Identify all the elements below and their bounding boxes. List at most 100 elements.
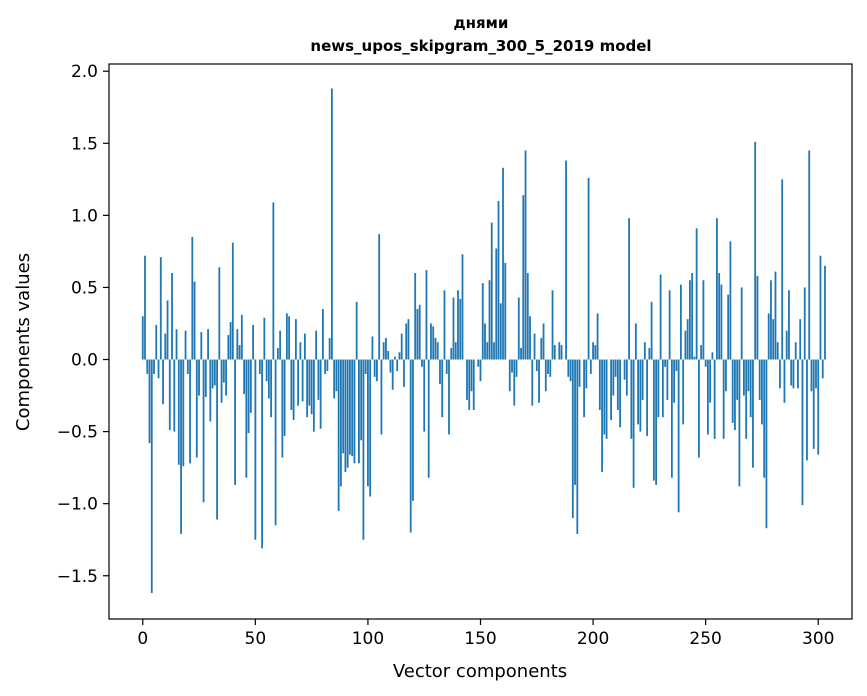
bar-151 [481,283,484,360]
bar-172 [529,316,531,360]
bar-137 [450,347,453,360]
bar-12 [168,359,171,431]
bar-161 [504,262,507,360]
bar-200 [592,342,594,360]
bar-235 [670,359,673,478]
bar-77 [315,330,318,360]
bar-122 [416,309,419,360]
bar-92 [349,359,351,455]
bar-252 [709,359,712,403]
bar-133 [441,359,444,418]
bar-18 [182,359,185,467]
bar-56 [267,359,270,399]
bar-80 [321,309,324,360]
bar-204 [601,359,603,472]
bars-group [141,88,826,594]
bar-169 [522,195,525,360]
x-tick-label-2: 100 [352,629,384,649]
bar-104 [376,359,378,382]
bar-75 [310,359,313,415]
bar-233 [666,359,669,400]
bar-241 [684,330,687,360]
bar-144 [466,359,468,400]
bar-245 [693,356,696,360]
bar-237 [675,359,678,372]
bar-199 [589,359,592,374]
bar-273 [756,275,759,360]
bar-25 [198,359,200,396]
bar-227 [652,359,655,481]
bar-219 [634,323,637,360]
bar-293 [801,359,804,506]
bar-72 [303,333,306,360]
bar-60 [276,347,279,360]
bar-42 [236,329,239,360]
bar-188 [565,160,567,360]
bar-2 [146,359,149,374]
bar-266 [740,287,743,360]
x-axis-label: Vector components [393,661,567,682]
bar-139 [454,342,457,360]
bar-102 [371,336,374,360]
bar-30 [209,359,212,422]
bar-276 [763,359,766,478]
bar-234 [668,290,671,360]
bar-108 [385,337,387,360]
bar-46 [245,359,248,478]
bar-91 [346,359,349,468]
bar-253 [711,352,714,360]
bar-221 [639,359,642,432]
bar-15 [175,329,178,360]
bar-182 [551,290,554,360]
bar-100 [367,359,369,487]
bar-33 [216,359,218,520]
bar-299 [815,359,817,389]
bar-198 [587,177,590,360]
bar-238 [677,359,680,513]
bar-232 [664,359,667,367]
bar-0 [141,316,144,360]
y-tick-label-4: 0.5 [71,278,98,298]
bar-39 [229,322,232,360]
bar-130 [434,337,437,360]
bar-40 [231,242,234,360]
bar-267 [743,359,745,396]
bar-55 [265,359,268,382]
bar-168 [520,347,522,360]
bar-94 [353,359,356,464]
bar-118 [407,319,410,360]
bar-218 [632,359,635,488]
bar-177 [540,337,543,360]
bar-69 [297,359,300,406]
bar-134 [443,290,446,360]
bar-70 [299,342,302,360]
bar-21 [189,359,191,464]
bar-127 [427,359,430,478]
bar-250 [704,359,707,367]
bar-283 [779,359,781,389]
bar-298 [812,359,815,449]
bar-74 [308,359,311,406]
bar-274 [758,359,761,400]
bar-186 [560,345,563,360]
bar-89 [342,359,345,454]
x-tick-label-5: 250 [689,629,721,649]
bar-261 [729,241,732,360]
bar-215 [625,359,628,396]
bar-109 [387,350,390,360]
bar-93 [351,359,354,457]
x-tick-label-6: 300 [802,629,834,649]
bar-110 [389,359,392,373]
bar-175 [535,359,538,372]
bar-58 [272,202,275,360]
bar-206 [605,359,608,439]
bar-79 [319,359,322,429]
bar-278 [767,313,770,360]
bar-150 [479,359,482,382]
bar-97 [360,359,363,441]
bar-125 [423,359,426,432]
bar-192 [574,359,576,485]
bar-53 [261,359,263,549]
bar-203 [598,359,601,410]
